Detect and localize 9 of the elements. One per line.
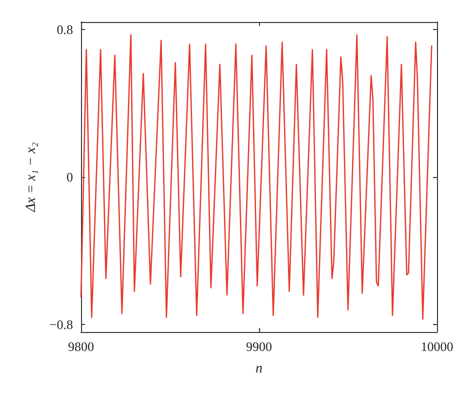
- x-axis-title: n: [256, 362, 262, 376]
- y-tick-label: 0: [66, 170, 73, 184]
- y-tick-label: −0.8: [49, 317, 73, 332]
- x-tick-label: 9900: [246, 339, 272, 354]
- line-series: [80, 34, 432, 320]
- x-tick-label: 10000: [420, 339, 454, 354]
- y-axis-title: Δx = x₁ − x₂: [24, 142, 40, 213]
- x-tick-label: 9800: [68, 339, 94, 354]
- y-tick-label: 0.8: [56, 22, 73, 37]
